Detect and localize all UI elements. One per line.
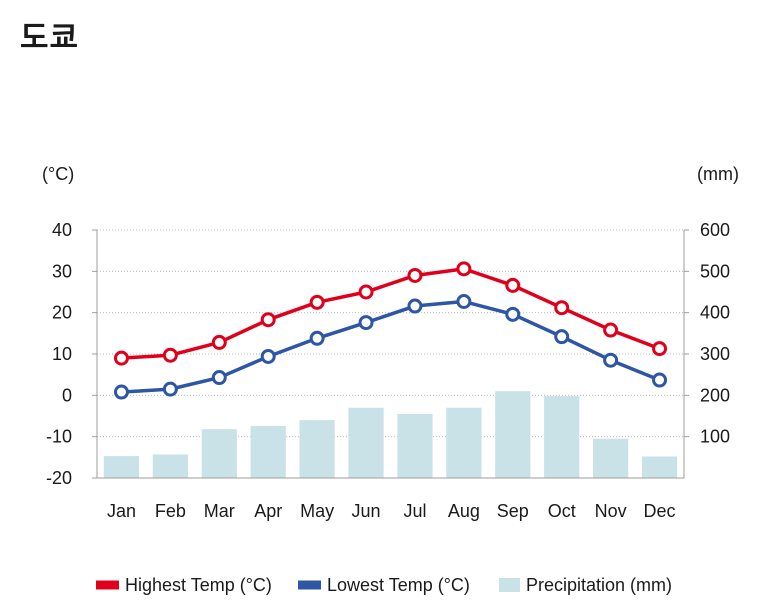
grid-lines xyxy=(97,229,684,438)
temp-point xyxy=(407,298,423,314)
left-tick-label: 0 xyxy=(62,385,72,405)
precipitation-bar xyxy=(348,407,384,478)
temp-point xyxy=(505,277,521,293)
x-tick-label: Jul xyxy=(403,501,426,521)
legend-label: Highest Temp (°C) xyxy=(125,575,272,595)
left-tick-label: -10 xyxy=(46,427,72,447)
temp-point xyxy=(554,329,570,345)
precipitation-bar xyxy=(544,396,580,478)
temp-point xyxy=(211,334,227,350)
temp-point xyxy=(603,352,619,368)
right-tick-label: 200 xyxy=(700,385,730,405)
temp-point xyxy=(407,267,423,283)
temp-point xyxy=(505,306,521,322)
x-tick-label: Mar xyxy=(204,501,235,521)
left-tick-label: 20 xyxy=(52,303,72,323)
temp-point xyxy=(652,372,668,388)
precipitation-bar xyxy=(495,391,531,478)
temp-point xyxy=(309,330,325,346)
precipitation-bar xyxy=(593,438,629,478)
temp-point xyxy=(260,312,276,328)
temp-point xyxy=(162,381,178,397)
right-tick-label: 600 xyxy=(700,220,730,240)
right-tick-label: 400 xyxy=(700,303,730,323)
left-axis-unit: (°C) xyxy=(42,164,74,184)
temp-point xyxy=(162,347,178,363)
temp-point xyxy=(456,294,472,310)
temp-point xyxy=(358,315,374,331)
temp-point xyxy=(260,348,276,364)
precipitation-bar xyxy=(446,407,482,478)
x-tick-label: Aug xyxy=(448,501,480,521)
right-tick-label: 300 xyxy=(700,344,730,364)
right-tick-label: 500 xyxy=(700,261,730,281)
precipitation-bar xyxy=(397,413,433,478)
temp-point xyxy=(554,300,570,316)
temp-point xyxy=(456,261,472,277)
temp-line xyxy=(121,299,661,394)
left-tick-label: 10 xyxy=(52,344,72,364)
legend: Highest Temp (°C) Lowest Temp (°C) Precipi… xyxy=(96,575,672,595)
temp-point xyxy=(309,294,325,310)
precipitation-bar xyxy=(250,425,286,478)
x-tick-label: Nov xyxy=(595,501,627,521)
precipitation-bar xyxy=(201,429,237,478)
temp-point xyxy=(113,384,129,400)
x-tick-label: Dec xyxy=(644,501,676,521)
left-tick-label: 30 xyxy=(52,261,72,281)
temp-point xyxy=(603,322,619,338)
temp-line xyxy=(121,267,661,360)
x-tick-label: Sep xyxy=(497,501,529,521)
temp-point xyxy=(652,341,668,357)
x-tick-label: May xyxy=(300,501,334,521)
legend-swatch xyxy=(96,580,119,590)
x-tick-label: Oct xyxy=(548,501,576,521)
legend-swatch xyxy=(499,578,520,592)
x-tick-label: Jun xyxy=(352,501,381,521)
axes xyxy=(92,229,689,479)
legend-label: Precipitation (mm) xyxy=(526,575,672,595)
temp-point xyxy=(211,370,227,386)
right-tick-label: 100 xyxy=(700,427,730,447)
x-tick-label: Feb xyxy=(155,501,186,521)
precipitation-bar xyxy=(103,456,140,478)
temp-point xyxy=(358,284,374,300)
page-title: 도쿄 xyxy=(20,20,80,56)
x-tick-label: Jan xyxy=(107,501,136,521)
x-tick-label: Apr xyxy=(254,501,282,521)
legend-label: Lowest Temp (°C) xyxy=(327,575,470,595)
precipitation-bar xyxy=(641,456,678,478)
precipitation-bars xyxy=(103,391,678,478)
left-tick-label: -20 xyxy=(46,468,72,488)
temperature-lines xyxy=(113,261,668,400)
right-axis-unit: (mm) xyxy=(697,164,739,184)
precipitation-bar xyxy=(152,454,188,478)
temp-point xyxy=(113,350,129,366)
left-tick-label: 40 xyxy=(52,220,72,240)
precipitation-bar xyxy=(299,420,335,478)
legend-swatch xyxy=(298,580,321,590)
